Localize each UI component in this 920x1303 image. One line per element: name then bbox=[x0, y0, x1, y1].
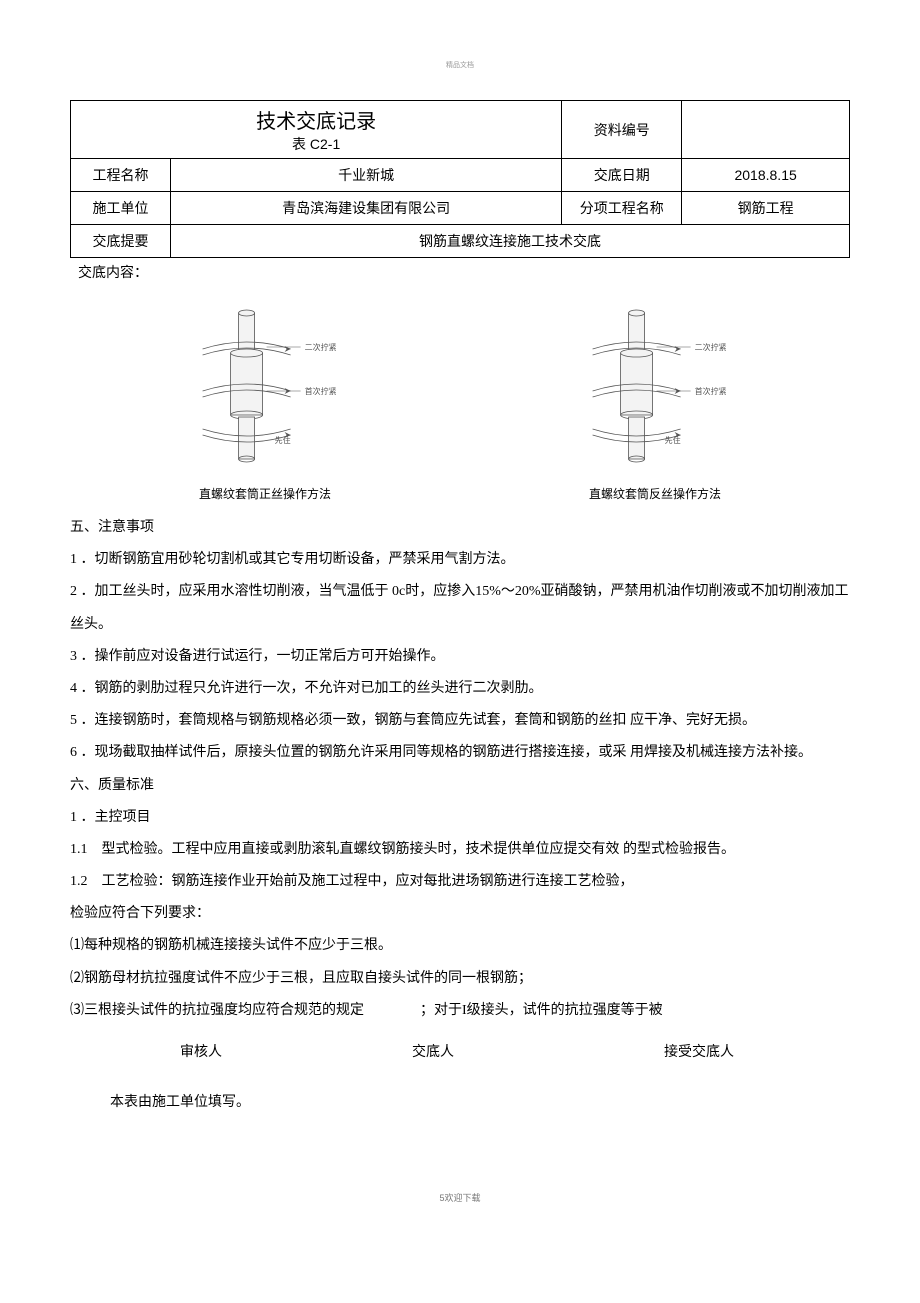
row1-label1: 工程名称 bbox=[71, 159, 171, 192]
row1-value2: 2018.8.15 bbox=[682, 159, 850, 192]
list-item: 1.2 工艺检验：钢筋连接作业开始前及施工过程中，应对每批进场钢筋进行连接工艺检… bbox=[70, 866, 850, 898]
header-table: 技术交底记录 表 C2-1 资料编号 工程名称 千业新城 交底日期 2018.8… bbox=[70, 100, 850, 258]
section-5-list: 1 ．切断钢筋宜用砂轮切割机或其它专用切断设备，严禁采用气割方法。2 ．加工丝头… bbox=[70, 544, 850, 769]
list-item: 1.1 型式检验。工程中应用直接或剥肋滚轧直螺纹钢筋接头时，技术提供单位应提交有… bbox=[70, 834, 850, 866]
title-cell: 技术交底记录 表 C2-1 bbox=[71, 101, 562, 159]
sleeve-diagram-icon: 二次拧紧首次拧紧先住 bbox=[540, 307, 770, 467]
page-number: 5欢迎下载 bbox=[70, 1191, 850, 1204]
section-6-list: 1 ．主控项目1.1 型式检验。工程中应用直接或剥肋滚轧直螺纹钢筋接头时，技术提… bbox=[70, 802, 850, 1027]
sig-接受交底人: 接受交底人 bbox=[664, 1041, 734, 1061]
sleeve-diagram-icon: 二次拧紧首次拧紧先住 bbox=[150, 307, 380, 467]
signature-row: 审核人 交底人 接受交底人 bbox=[70, 1041, 850, 1061]
list-item: 3 ．操作前应对设备进行试运行，一切正常后方可开始操作。 bbox=[70, 641, 850, 673]
section-6-title: 六、质量标准 bbox=[70, 770, 850, 802]
diagram-row: 二次拧紧首次拧紧先住 直螺纹套筒正丝操作方法 二次拧紧首次拧紧先住 直螺纹套筒反… bbox=[70, 307, 850, 502]
diagram-right: 二次拧紧首次拧紧先住 直螺纹套筒反丝操作方法 bbox=[540, 307, 770, 502]
doc-subtitle: 表 C2-1 bbox=[71, 134, 561, 154]
body-text: 五、注意事项 1 ．切断钢筋宜用砂轮切割机或其它专用切断设备，严禁采用气割方法。… bbox=[70, 512, 850, 1027]
list-item: 4 ．钢筋的剥肋过程只允许进行一次，不允许对已加工的丝头进行二次剥肋。 bbox=[70, 673, 850, 705]
page-suffix: 欢迎下载 bbox=[445, 1193, 481, 1203]
svg-text:首次拧紧: 首次拧紧 bbox=[305, 386, 337, 396]
row1-value1: 千业新城 bbox=[171, 159, 562, 192]
list-item: 1 ．切断钢筋宜用砂轮切割机或其它专用切断设备，严禁采用气割方法。 bbox=[70, 544, 850, 576]
section-5-title: 五、注意事项 bbox=[70, 512, 850, 544]
list-item: ⑴每种规格的钢筋机械连接接头试件不应少于三根。 bbox=[70, 930, 850, 962]
list-item: 1 ．主控项目 bbox=[70, 802, 850, 834]
svg-text:首次拧紧: 首次拧紧 bbox=[695, 386, 727, 396]
row2-value2: 钢筋工程 bbox=[682, 192, 850, 225]
svg-text:先住: 先住 bbox=[665, 435, 681, 445]
list-item: 检验应符合下列要求： bbox=[70, 898, 850, 930]
list-item: 6 ．现场截取抽样试件后，原接头位置的钢筋允许采用同等规格的钢筋进行搭接连接，或… bbox=[70, 737, 850, 769]
doc-no-label: 资料编号 bbox=[562, 101, 682, 159]
diagram-left: 二次拧紧首次拧紧先住 直螺纹套筒正丝操作方法 bbox=[150, 307, 380, 502]
caption-left: 直螺纹套筒正丝操作方法 bbox=[150, 485, 380, 502]
doc-title: 技术交底记录 bbox=[71, 105, 561, 134]
doc-no-value bbox=[682, 101, 850, 159]
sig-交底人: 交底人 bbox=[412, 1041, 454, 1061]
watermark-top: 精品文档 bbox=[70, 60, 850, 70]
svg-text:二次拧紧: 二次拧紧 bbox=[305, 342, 337, 352]
caption-right: 直螺纹套筒反丝操作方法 bbox=[540, 485, 770, 502]
footnote: 本表由施工单位填写。 bbox=[110, 1091, 850, 1111]
list-item: 2 ．加工丝头时，应采用水溶性切削液，当气温低于 0c时，应掺入15%～20%亚… bbox=[70, 576, 850, 640]
svg-text:二次拧紧: 二次拧紧 bbox=[695, 342, 727, 352]
summary-value: 钢筋直螺纹连接施工技术交底 bbox=[171, 225, 850, 258]
row2-label1: 施工单位 bbox=[71, 192, 171, 225]
sig-审核人: 审核人 bbox=[180, 1041, 222, 1061]
svg-text:先住: 先住 bbox=[275, 435, 291, 445]
content-label: 交底内容： bbox=[78, 262, 850, 282]
row1-label2: 交底日期 bbox=[562, 159, 682, 192]
list-item: 5 ．连接钢筋时，套筒规格与钢筋规格必须一致，钢筋与套筒应先试套，套筒和钢筋的丝… bbox=[70, 705, 850, 737]
summary-label: 交底提要 bbox=[71, 225, 171, 258]
row2-value1: 青岛滨海建设集团有限公司 bbox=[171, 192, 562, 225]
list-item: ⑶三根接头试件的抗拉强度均应符合规范的规定 ；对于I级接头，试件的抗拉强度等于被 bbox=[70, 995, 850, 1027]
row2-label2: 分项工程名称 bbox=[562, 192, 682, 225]
list-item: ⑵钢筋母材抗拉强度试件不应少于三根，且应取自接头试件的同一根钢筋； bbox=[70, 963, 850, 995]
